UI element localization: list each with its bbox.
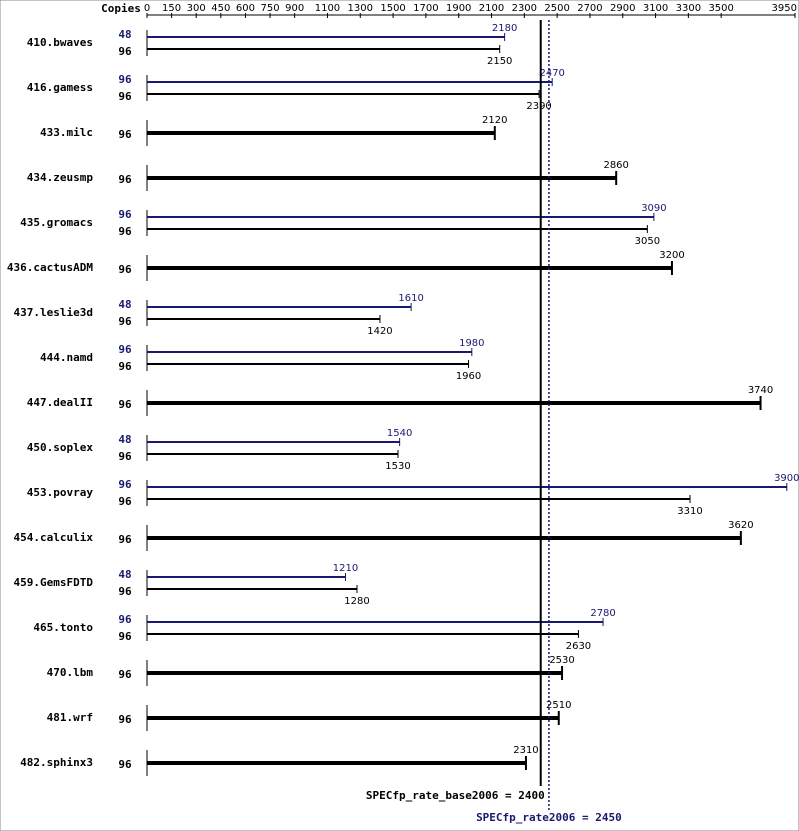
x-tick-label: 150 [162, 3, 181, 14]
copies: 96 [118, 668, 132, 681]
copies: 96 [118, 90, 132, 103]
x-tick-label: 1300 [348, 3, 373, 14]
copies: 96 [118, 343, 132, 356]
copies: 96 [118, 478, 132, 491]
benchmark-name: 453.povray [27, 486, 94, 499]
value-label: 1980 [459, 338, 484, 349]
value-label: 1960 [456, 371, 481, 382]
copies: 96 [118, 360, 132, 373]
x-tick-label: 2900 [610, 3, 635, 14]
benchmark-name: 410.bwaves [27, 36, 93, 49]
copies: 96 [118, 173, 132, 186]
x-tick-label: 1100 [315, 3, 340, 14]
value-label: 2150 [487, 56, 512, 67]
value-label: 2390 [526, 101, 551, 112]
x-tick-label: 3100 [643, 3, 668, 14]
x-tick-label: 2500 [544, 3, 569, 14]
value-label: 1530 [385, 461, 410, 472]
copies: 96 [118, 263, 132, 276]
x-tick-label: 750 [260, 3, 279, 14]
copies: 96 [118, 630, 132, 643]
copies: 96 [118, 315, 132, 328]
benchmark-name: 416.gamess [27, 81, 93, 94]
x-tick-label: 2100 [479, 3, 504, 14]
copies-header: Copies [101, 2, 141, 15]
value-label: 2860 [603, 160, 628, 171]
x-tick-label: 3950 [772, 3, 797, 14]
copies: 96 [118, 208, 132, 221]
value-label: 1610 [398, 293, 423, 304]
value-label: 3620 [728, 520, 753, 531]
value-label: 3900 [774, 473, 799, 484]
x-tick-label: 3500 [708, 3, 733, 14]
copies: 96 [118, 398, 132, 411]
x-tick-label: 1900 [446, 3, 471, 14]
copies: 96 [118, 73, 132, 86]
benchmark-name: 481.wrf [47, 711, 93, 724]
benchmark-name: 459.GemsFDTD [14, 576, 94, 589]
value-label: 2630 [566, 641, 591, 652]
benchmark-name: 444.namd [40, 351, 93, 364]
value-label: 2470 [539, 68, 564, 79]
copies: 96 [118, 533, 132, 546]
x-tick-label: 1700 [413, 3, 438, 14]
value-label: 2780 [590, 608, 615, 619]
benchmark-name: 470.lbm [47, 666, 94, 679]
copies: 48 [118, 568, 131, 581]
copies: 96 [118, 450, 132, 463]
value-label: 2180 [492, 23, 517, 34]
x-tick-label: 0 [144, 3, 150, 14]
benchmark-name: 434.zeusmp [27, 171, 94, 184]
value-label: 2310 [513, 745, 538, 756]
benchmark-name: 433.milc [40, 126, 93, 139]
copies: 96 [118, 128, 132, 141]
value-label: 1420 [367, 326, 392, 337]
copies: 48 [118, 298, 131, 311]
x-tick-label: 300 [187, 3, 206, 14]
value-label: 1540 [387, 428, 412, 439]
benchmark-name: 450.soplex [27, 441, 94, 454]
copies: 96 [118, 225, 132, 238]
x-tick-label: 2300 [512, 3, 537, 14]
benchmark-name: 454.calculix [14, 531, 94, 544]
value-label: 3050 [635, 236, 660, 247]
reference-label: SPECfp_rate_base2006 = 2400 [366, 789, 545, 802]
copies: 96 [118, 495, 132, 508]
x-tick-label: 600 [236, 3, 255, 14]
x-tick-label: 450 [211, 3, 230, 14]
copies: 96 [118, 713, 132, 726]
value-label: 2510 [546, 700, 571, 711]
benchmark-name: 436.cactusADM [7, 261, 93, 274]
x-tick-label: 3300 [676, 3, 701, 14]
value-label: 3740 [748, 385, 773, 396]
x-tick-label: 2700 [577, 3, 602, 14]
value-label: 2120 [482, 115, 507, 126]
value-label: 1210 [333, 563, 358, 574]
value-label: 1280 [344, 596, 369, 607]
benchmark-name: 465.tonto [33, 621, 93, 634]
copies: 96 [118, 613, 132, 626]
reference-label: SPECfp_rate2006 = 2450 [476, 811, 622, 824]
benchmark-name: 447.dealII [27, 396, 93, 409]
benchmark-name: 435.gromacs [20, 216, 93, 229]
benchmark-name: 437.leslie3d [14, 306, 93, 319]
benchmark-name: 482.sphinx3 [20, 756, 93, 769]
copies: 96 [118, 585, 132, 598]
copies: 48 [118, 28, 131, 41]
value-label: 3310 [677, 506, 702, 517]
value-label: 3200 [659, 250, 684, 261]
value-label: 2530 [549, 655, 574, 666]
x-tick-label: 1500 [380, 3, 405, 14]
value-label: 3090 [641, 203, 666, 214]
copies: 96 [118, 45, 132, 58]
copies: 96 [118, 758, 132, 771]
copies: 48 [118, 433, 131, 446]
x-tick-label: 900 [285, 3, 304, 14]
